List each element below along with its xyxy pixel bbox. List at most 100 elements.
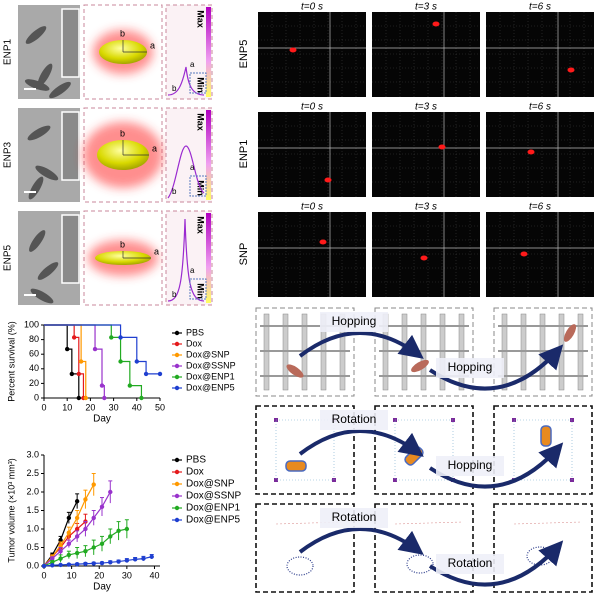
x-tick-label: 20 (94, 570, 104, 580)
node (393, 478, 397, 482)
color-scale (206, 213, 211, 303)
rod (24, 79, 50, 91)
data-point (83, 561, 88, 566)
axis-b: b (120, 128, 125, 138)
data-point (83, 549, 88, 554)
data-point (74, 526, 80, 532)
mechanism-label: Rotation (332, 510, 377, 524)
data-point (143, 371, 149, 377)
label-box (320, 508, 388, 528)
y-tick-label: 40 (29, 363, 39, 373)
y-tick-label: 20 (29, 378, 39, 388)
time-label: t=0 s (301, 2, 323, 13)
particle-dot (527, 149, 535, 155)
x-axis-label: Day (93, 414, 111, 425)
legend-marker (174, 505, 180, 511)
x-tick-label: 0 (41, 402, 46, 412)
data-point (91, 545, 96, 550)
profile-a: a (190, 266, 195, 275)
tem-inset (61, 8, 80, 78)
particle-label: ENP5 (3, 245, 14, 272)
particle-dot (520, 251, 528, 257)
track-row-label: SNP (238, 243, 250, 266)
axis-a: a (154, 246, 159, 256)
mechanism-label: Hopping (448, 458, 493, 472)
y-tick-label: 60 (29, 349, 39, 359)
arrow (298, 429, 424, 457)
legend-label: Dox (186, 338, 203, 348)
profile-b: b (172, 187, 177, 196)
time-label: t=0 s (301, 102, 323, 113)
data-point (99, 541, 105, 546)
axis-a: a (152, 143, 157, 153)
data-point (50, 556, 55, 561)
scale-max: Max (196, 113, 206, 131)
data-point (99, 383, 105, 388)
data-point (66, 552, 72, 558)
y-tick-label: 0 (34, 392, 39, 402)
track-frame (372, 112, 480, 197)
time-label: t=3 s (415, 102, 437, 113)
legend-marker (174, 493, 180, 499)
data-point (76, 371, 82, 377)
data-point (91, 482, 96, 487)
profile-a: a (190, 163, 195, 172)
track-row-label: ENP1 (238, 140, 250, 169)
color-scale (206, 7, 211, 97)
survival-line (44, 324, 143, 398)
profile-box (165, 210, 213, 306)
particle-dot (432, 21, 440, 27)
x-tick-label: 10 (67, 570, 77, 580)
data-point (124, 558, 130, 563)
nanoparticle (286, 556, 314, 576)
profile-a: a (190, 60, 195, 69)
data-point (76, 395, 82, 401)
tem-inset (61, 111, 80, 181)
data-point (69, 371, 75, 377)
label-box (436, 554, 504, 574)
rod (37, 63, 53, 87)
data-point (58, 556, 63, 561)
label-box (436, 456, 504, 476)
x-tick-label: 10 (62, 402, 72, 412)
y-tick-label: 100 (24, 319, 39, 329)
x-tick-label: 30 (109, 402, 119, 412)
cell (394, 419, 454, 481)
data-point (108, 560, 113, 565)
nanoparticle (406, 554, 434, 574)
legend-marker (174, 385, 180, 391)
x-tick-label: 40 (132, 402, 142, 412)
track-row-label: ENP5 (238, 40, 250, 69)
data-point (157, 371, 163, 377)
particle-dot (567, 67, 575, 73)
track-frame (258, 112, 366, 197)
data-point (66, 541, 72, 546)
mechanism-label: Rotation (448, 556, 493, 570)
x-tick-label: 0 (41, 570, 46, 580)
cell (275, 419, 335, 481)
profile-b: b (172, 290, 177, 299)
nanoparticle (540, 425, 552, 447)
legend-marker (174, 517, 180, 523)
data-point (41, 563, 47, 569)
time-label: t=6 s (529, 202, 551, 213)
rod (27, 125, 51, 141)
rod (28, 176, 44, 200)
profile-box (165, 107, 213, 203)
track-frame (372, 212, 480, 297)
axis-b: b (120, 28, 125, 38)
track-frame (258, 212, 366, 297)
legend-marker (174, 363, 180, 369)
legend-marker (174, 457, 180, 463)
data-point (66, 515, 72, 521)
profile-curve (167, 218, 205, 302)
legend-label: Dox@SNP (186, 479, 235, 490)
data-point (132, 557, 138, 562)
particle-label: ENP1 (3, 39, 14, 66)
scale-min: Min (196, 283, 206, 299)
legend-label: Dox@SNP (186, 349, 230, 359)
time-label: t=6 s (529, 2, 551, 13)
rod (29, 230, 46, 252)
x-tick-label: 40 (149, 570, 159, 580)
data-point (66, 530, 72, 535)
